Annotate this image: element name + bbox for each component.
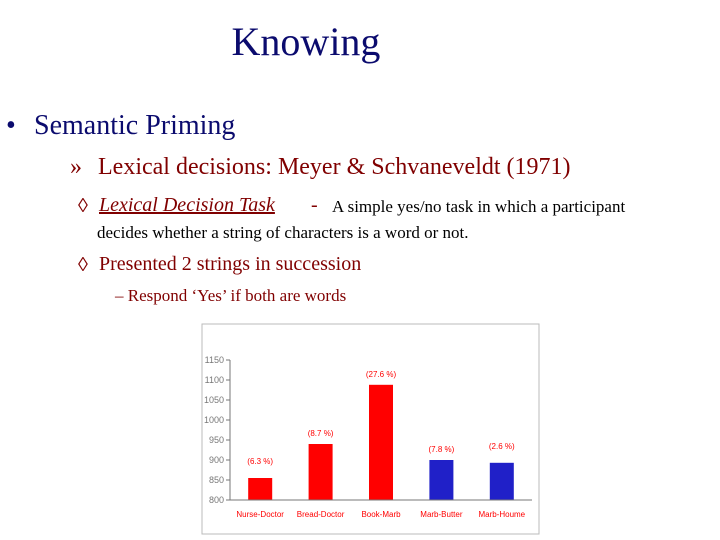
data-label: (7.8 %) xyxy=(429,445,455,454)
data-label: (6.3 %) xyxy=(247,457,273,466)
term-dash: - xyxy=(311,194,318,216)
bar xyxy=(248,478,273,500)
y-axis: 800 850 900 950 1000 1050 1100 1150 xyxy=(204,355,231,505)
x-axis: Nurse-Doctor Bread-Doctor Book-Marb Marb-Bu… xyxy=(230,499,532,519)
x-category-label: Marb-Houme xyxy=(478,510,525,519)
y-tick-label: 1150 xyxy=(205,355,224,365)
reaction-time-bar-chart: 800 850 900 950 1000 1050 1100 1150 (6.3 %) (8.7… xyxy=(201,323,540,535)
x-category-label: Marb-Butter xyxy=(420,510,463,519)
data-labels: (6.3 %) (8.7 %) (27.6 %) (7.8 %) (2.6 %) xyxy=(247,370,515,466)
y-tick-label: 1100 xyxy=(205,375,224,385)
sub-bullet-marker: » xyxy=(70,154,82,180)
bullet-presented-strings: Presented 2 strings in succession xyxy=(99,253,362,275)
bar xyxy=(369,384,393,500)
y-tick-label: 850 xyxy=(209,475,224,485)
bullet-respond-yes: – Respond ‘Yes’ if both are words xyxy=(115,286,347,305)
x-category-label: Bread-Doctor xyxy=(297,510,345,519)
y-tick-label: 800 xyxy=(209,495,224,505)
slide-title: Knowing xyxy=(231,19,381,64)
data-label: (8.7 %) xyxy=(308,429,334,438)
bar xyxy=(429,460,454,500)
y-tick-label: 1000 xyxy=(204,415,224,425)
x-category-label: Nurse-Doctor xyxy=(236,510,284,519)
data-label: (27.6 %) xyxy=(366,370,397,379)
bar xyxy=(308,444,333,500)
bar xyxy=(489,462,514,500)
definition-line-2: decides whether a string of characters i… xyxy=(97,223,469,242)
bullet-semantic-priming: Semantic Priming xyxy=(34,110,236,141)
y-tick-label: 900 xyxy=(209,455,224,465)
x-category-label: Book-Marb xyxy=(361,510,401,519)
data-label: (2.6 %) xyxy=(489,442,515,451)
bars xyxy=(248,384,514,500)
definition-line-1: A simple yes/no task in which a particip… xyxy=(332,197,626,216)
bullet-lexical-decisions: Lexical decisions: Meyer & Schvaneveldt … xyxy=(98,154,571,180)
diamond-bullet-marker: ◊ xyxy=(78,254,88,276)
y-tick-label: 950 xyxy=(209,435,224,445)
y-tick-label: 1050 xyxy=(204,395,224,405)
diamond-bullet-marker: ◊ xyxy=(78,195,88,217)
bullet-marker: • xyxy=(6,110,16,141)
lexical-decision-task-term: Lexical Decision Task xyxy=(99,194,275,216)
